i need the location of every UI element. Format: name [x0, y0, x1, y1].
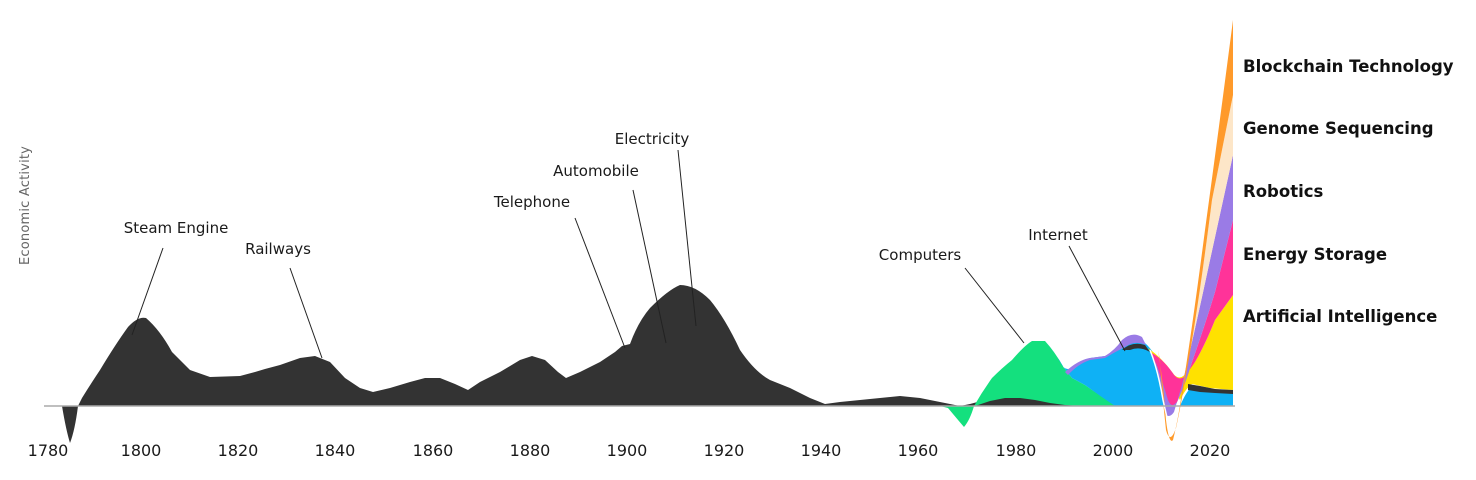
legend-robotics: Robotics	[1243, 182, 1324, 201]
x-tick: 2020	[1189, 441, 1231, 460]
annotation-internet: Internet	[1028, 226, 1088, 244]
series-internet-area	[1045, 340, 1233, 406]
series-dark-band	[1188, 384, 1233, 394]
annotation-railways: Railways	[245, 240, 311, 258]
y-axis-label: Economic Activity	[18, 145, 33, 265]
x-tick: 2000	[1092, 441, 1134, 460]
white-line	[1149, 349, 1169, 423]
leader-computers	[964, 267, 1025, 344]
annotation-telephone: Telephone	[493, 193, 571, 211]
leader-telephone	[574, 217, 626, 349]
series-industrial-area	[48, 285, 1090, 443]
legend-blockchain: Blockchain Technology	[1243, 57, 1454, 76]
leader-steam-engine	[131, 247, 164, 336]
legend-ai: Artificial Intelligence	[1243, 307, 1438, 326]
x-tick: 1780	[27, 441, 69, 460]
x-tick: 1820	[217, 441, 259, 460]
annotation-computers: Computers	[878, 246, 962, 264]
x-tick: 1940	[800, 441, 842, 460]
series-industrial-edge	[1122, 343, 1150, 352]
series-energy-area	[1150, 220, 1233, 407]
series-industrial-tail	[975, 398, 1080, 406]
x-tick: 1840	[314, 441, 356, 460]
annotation-steam-engine: Steam Engine	[123, 219, 229, 237]
leader-electricity	[677, 149, 697, 327]
leader-internet	[1068, 245, 1126, 352]
series-genome-area	[1185, 95, 1233, 375]
x-tick: 1800	[120, 441, 162, 460]
x-tick: 1900	[606, 441, 648, 460]
x-tick: 1860	[412, 441, 454, 460]
leader-railways	[289, 267, 323, 359]
x-tick: 1920	[703, 441, 745, 460]
legend-genome: Genome Sequencing	[1243, 119, 1434, 138]
annotation-electricity: Electricity	[614, 130, 690, 148]
x-tick: 1880	[509, 441, 551, 460]
series-robotics-sliver	[1065, 334, 1146, 375]
x-tick: 1960	[897, 441, 939, 460]
x-tick: 1980	[995, 441, 1037, 460]
leader-automobile	[632, 189, 667, 344]
annotation-automobile: Automobile	[553, 162, 639, 180]
legend-energy-storage: Energy Storage	[1243, 245, 1388, 264]
